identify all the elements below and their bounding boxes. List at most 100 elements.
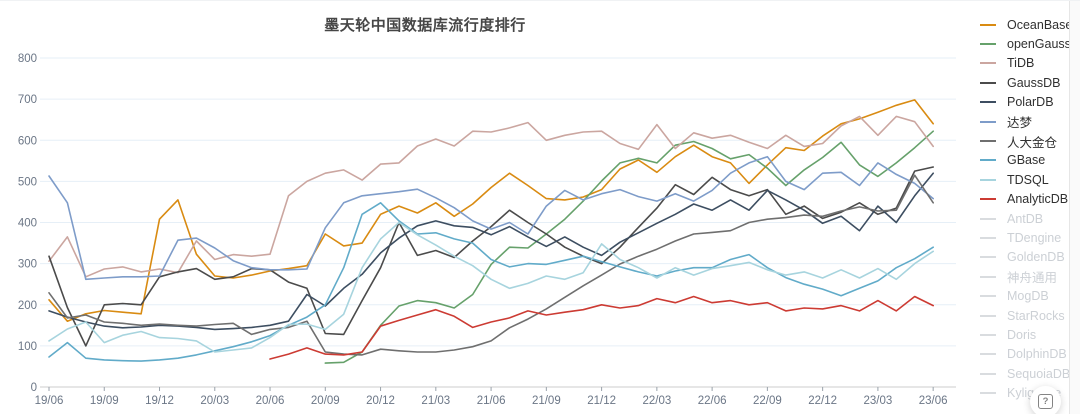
legend-item-GaussDB[interactable]: GaussDB	[980, 73, 1080, 92]
legend-line-swatch	[980, 295, 996, 298]
legend-item-神舟通用[interactable]: 神舟通用	[980, 267, 1080, 286]
x-axis-label: 20/09	[311, 395, 340, 407]
x-axis-label: 22/03	[642, 395, 671, 407]
legend-line-swatch	[980, 392, 996, 395]
legend-label: GaussDB	[1007, 75, 1061, 90]
x-axis-label: 22/09	[753, 395, 782, 407]
legend-item-OceanBase[interactable]: OceanBase	[980, 15, 1080, 34]
x-axis-label: 21/06	[477, 395, 506, 407]
y-axis-label: 100	[18, 341, 37, 353]
legend-line-swatch	[980, 353, 996, 356]
legend-item-DolphinDB[interactable]: DolphinDB	[980, 345, 1080, 364]
legend-item-GoldenDB[interactable]: GoldenDB	[980, 248, 1080, 267]
series-line-TiDB	[48, 115, 934, 278]
legend-item-TDengine[interactable]: TDengine	[980, 228, 1080, 247]
series-line-GBase	[48, 202, 934, 362]
legend-item-openGauss[interactable]: openGauss	[980, 34, 1080, 53]
legend-line-swatch	[980, 256, 996, 259]
legend-label: OceanBase	[1007, 17, 1073, 32]
legend-label: TiDB	[1007, 56, 1035, 71]
series-line-TDSQL	[48, 221, 934, 353]
y-axis-label: 700	[18, 94, 37, 106]
legend-label: TDSQL	[1007, 172, 1049, 187]
legend-line-swatch	[980, 198, 996, 201]
right-edge-divider	[1069, 1, 1070, 414]
legend-line-swatch	[980, 62, 996, 65]
legend-line-swatch	[980, 101, 996, 104]
x-axis-label: 19/06	[35, 395, 64, 407]
legend-line-swatch	[980, 43, 996, 46]
legend-item-Doris[interactable]: Doris	[980, 325, 1080, 344]
legend-label: PolarDB	[1007, 95, 1054, 110]
legend-item-SequoiaDB[interactable]: SequoiaDB	[980, 364, 1080, 383]
legend-line-swatch	[980, 333, 996, 336]
legend-line-swatch	[980, 217, 996, 220]
x-axis-label: 21/12	[587, 395, 616, 407]
legend-item-TiDB[interactable]: TiDB	[980, 54, 1080, 73]
y-axis-label: 300	[18, 259, 37, 271]
y-axis-label: 600	[18, 135, 37, 147]
y-axis-label: 800	[18, 53, 37, 65]
legend-item-PolarDB[interactable]: PolarDB	[980, 93, 1080, 112]
y-axis-label: 500	[18, 176, 37, 188]
x-axis-label: 21/09	[532, 395, 561, 407]
legend-item-人大金仓[interactable]: 人大金仓	[980, 131, 1080, 150]
question-mark-icon: ?	[1038, 394, 1053, 409]
x-axis-label: 20/12	[366, 395, 395, 407]
legend-label: SequoiaDB	[1007, 366, 1071, 381]
x-axis-label: 19/09	[90, 395, 119, 407]
series-line-openGauss	[324, 130, 934, 364]
legend-label: StarRocks	[1007, 308, 1065, 323]
y-axis-label: 0	[31, 382, 37, 394]
series-line-PolarDB	[48, 172, 934, 331]
legend-label: 达梦	[1007, 116, 1033, 131]
legend-line-swatch	[980, 314, 996, 317]
chart-title: 墨天轮中国数据库流行度排行	[324, 17, 526, 34]
legend-line-swatch	[980, 140, 996, 143]
x-axis-label: 22/06	[698, 395, 727, 407]
legend-line-swatch	[980, 23, 996, 26]
legend-label: TDengine	[1007, 230, 1062, 245]
x-axis-label: 20/06	[256, 395, 285, 407]
x-axis-label: 22/12	[808, 395, 837, 407]
legend-label: DolphinDB	[1007, 347, 1067, 362]
y-axis-label: 400	[18, 218, 37, 230]
legend-label: AnalyticDB	[1007, 192, 1069, 207]
series-line-GaussDB	[48, 166, 934, 347]
x-axis-label: 23/03	[864, 395, 893, 407]
legend-line-swatch	[980, 275, 996, 278]
y-axis-label: 200	[18, 300, 37, 312]
legend-item-GBase[interactable]: GBase	[980, 151, 1080, 170]
legend-label: AntDB	[1007, 211, 1044, 226]
legend-item-MogDB[interactable]: MogDB	[980, 286, 1080, 305]
series-line-人大金仓	[48, 174, 934, 356]
legend-line-swatch	[980, 81, 996, 84]
x-axis-label: 23/06	[919, 395, 948, 407]
legend-label: GoldenDB	[1007, 250, 1065, 265]
legend-item-TDSQL[interactable]: TDSQL	[980, 170, 1080, 189]
help-button[interactable]: ?	[1030, 386, 1061, 414]
legend-label: 人大金仓	[1007, 135, 1058, 150]
legend-item-AnalyticDB[interactable]: AnalyticDB	[980, 190, 1080, 209]
legend-line-swatch	[980, 236, 996, 239]
chart-legend: OceanBase openGauss TiDB GaussDB PolarDB 达梦人大…	[980, 15, 1080, 403]
legend-line-swatch	[980, 159, 996, 162]
series-line-达梦	[48, 155, 934, 281]
legend-label: 神舟通用	[1007, 271, 1058, 286]
popularity-chart[interactable]: 0 100 200 300 400 500 600 700 800 19/06 19/09 19/12…	[0, 1, 975, 414]
x-axis-label: 19/12	[145, 395, 174, 407]
right-edge-strip	[1070, 1, 1080, 414]
legend-label: GBase	[1007, 153, 1046, 168]
legend-item-StarRocks[interactable]: StarRocks	[980, 306, 1080, 325]
series-line-AnalyticDB	[269, 295, 934, 360]
legend-label: openGauss	[1007, 37, 1071, 52]
legend-line-swatch	[980, 178, 996, 181]
x-axis-label: 21/03	[421, 395, 450, 407]
legend-label: Doris	[1007, 327, 1037, 342]
legend-line-swatch	[980, 372, 996, 375]
legend-item-达梦[interactable]: 达梦	[980, 112, 1080, 131]
series-line-OceanBase	[48, 99, 934, 322]
legend-item-AntDB[interactable]: AntDB	[980, 209, 1080, 228]
x-axis-label: 20/03	[200, 395, 229, 407]
